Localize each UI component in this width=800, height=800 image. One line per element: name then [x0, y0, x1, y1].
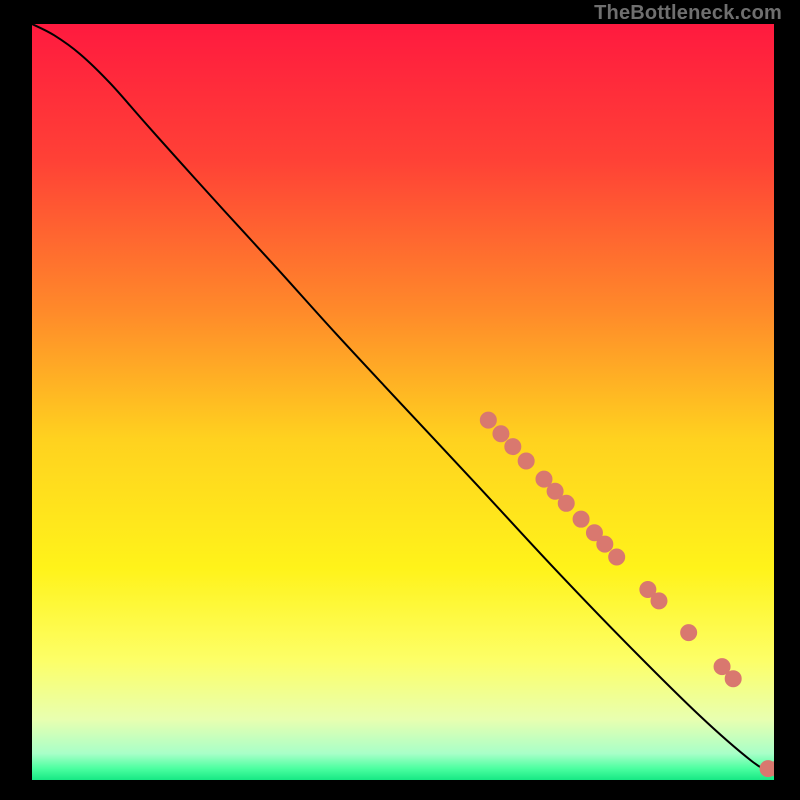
data-marker	[725, 671, 741, 687]
data-marker	[714, 659, 730, 675]
watermark-text: TheBottleneck.com	[594, 2, 782, 25]
data-marker	[493, 426, 509, 442]
data-marker	[651, 593, 667, 609]
data-marker	[547, 483, 563, 499]
data-marker	[573, 511, 589, 527]
gradient-background	[32, 24, 774, 780]
data-marker	[536, 471, 552, 487]
chart-canvas: TheBottleneck.com	[0, 0, 800, 800]
data-marker	[609, 549, 625, 565]
plot-area	[32, 24, 774, 780]
plot-svg	[32, 24, 774, 780]
data-marker	[597, 536, 613, 552]
data-marker	[480, 412, 496, 428]
data-marker	[505, 439, 521, 455]
data-marker	[558, 495, 574, 511]
data-marker	[681, 625, 697, 641]
data-marker	[518, 453, 534, 469]
